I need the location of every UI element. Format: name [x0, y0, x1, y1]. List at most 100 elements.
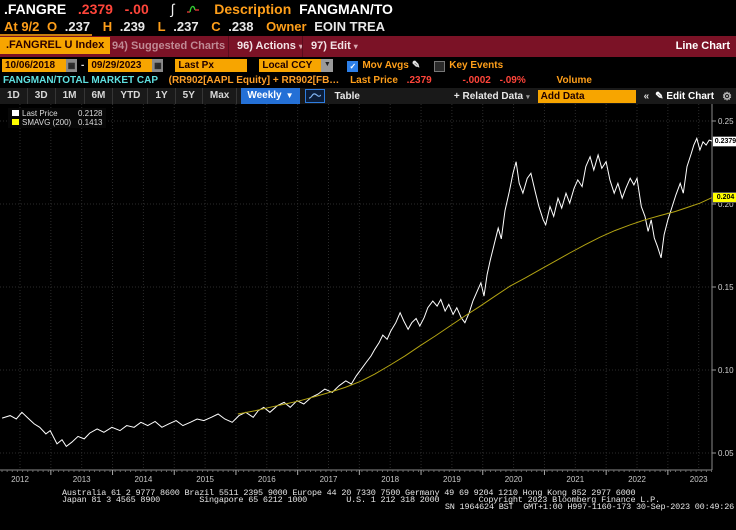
- svg-text:0.25: 0.25: [718, 117, 734, 126]
- date-from-input[interactable]: 10/06/2018: [2, 58, 66, 72]
- last-price-value: .2379: [406, 75, 432, 86]
- calendar-icon[interactable]: ▦: [152, 58, 164, 72]
- axis-badge-smavg: 0.204: [712, 192, 736, 204]
- change-pct-value: -.09%: [499, 75, 526, 86]
- ohlc-row: At 9/2 O .237 H .239 L .237 C .238 Owner…: [0, 18, 736, 35]
- at-time-underline: [0, 34, 92, 36]
- ticker-header-row: .FANGRE .2379 -.00 ∫ Description FANGMAN…: [0, 0, 736, 18]
- custom-index-formula[interactable]: (RR902[AAPL Equity] + RR902[FB…: [168, 75, 340, 86]
- plus-icon: +: [453, 90, 460, 102]
- mov-avgs-label[interactable]: Mov Avgs: [362, 59, 409, 71]
- legend-label: Last Price: [22, 109, 58, 118]
- volume-label[interactable]: Volume: [556, 75, 592, 86]
- actions-menu[interactable]: 96) Actions ▾: [228, 36, 311, 57]
- svg-text:2012: 2012: [11, 475, 29, 484]
- footer-session-line: SN 1964624 BST GMT+1:00 H997-1160-173 30…: [444, 502, 734, 512]
- edit-chart-button[interactable]: ✎ Edit Chart: [655, 90, 715, 102]
- svg-text:2013: 2013: [73, 475, 91, 484]
- chevron-down-icon: ▾: [353, 42, 358, 51]
- open-value: .237: [64, 19, 91, 34]
- calendar-icon[interactable]: ▦: [66, 58, 77, 72]
- pencil-icon[interactable]: ✎: [411, 59, 421, 71]
- key-events-label[interactable]: Key Events: [449, 59, 504, 71]
- legend-item-smavg[interactable]: SMAVG (200) 0.1413: [12, 118, 102, 127]
- tab-ytd[interactable]: YTD: [113, 88, 149, 104]
- low-label: L: [157, 19, 166, 34]
- svg-text:0.05: 0.05: [718, 449, 734, 458]
- price-change: -.00: [124, 1, 149, 17]
- svg-text:0.20: 0.20: [718, 200, 734, 209]
- legend-value: 0.1413: [78, 118, 103, 127]
- collapse-icon[interactable]: «: [643, 90, 650, 102]
- description-label: Description: [214, 1, 292, 17]
- terminal-footer: Australia 61 2 9777 8600 Brazil 5511 239…: [0, 487, 736, 530]
- chevron-down-icon: ▾: [526, 93, 530, 101]
- legend-swatch-yellow: [12, 119, 19, 125]
- date-to-input[interactable]: 09/29/2023: [88, 58, 153, 72]
- integral-icon[interactable]: ∫: [170, 1, 175, 17]
- close-label: C: [211, 19, 221, 34]
- svg-text:2016: 2016: [258, 475, 276, 484]
- legend-item-last-price[interactable]: Last Price 0.2128: [12, 109, 102, 118]
- chart-actions-cluster: + Related Data ▾ Add Data « ✎ Edit Chart …: [454, 88, 732, 104]
- tab-1y[interactable]: 1Y: [148, 88, 176, 104]
- security-title: FANGMAN/TOTAL MARKET CAP: [3, 75, 158, 86]
- tab-max[interactable]: Max: [203, 88, 238, 104]
- chart-style-icon[interactable]: [304, 89, 325, 103]
- high-label: H: [102, 19, 113, 34]
- axis-badge-last-price: 0.2379: [712, 136, 736, 148]
- change-value: -.0002: [462, 75, 491, 86]
- chart-legend: Last Price 0.2128 SMAVG (200) 0.1413: [8, 108, 107, 128]
- svg-text:2017: 2017: [320, 475, 338, 484]
- suggested-charts-menu[interactable]: 94) Suggested Charts: [112, 40, 226, 52]
- security-info-row: FANGMAN/TOTAL MARKET CAP (RR902[AAPL Equ…: [0, 73, 736, 88]
- mini-chart-icon[interactable]: [186, 0, 200, 18]
- edit-menu[interactable]: 97) Edit ▾: [302, 36, 366, 57]
- price-field-select[interactable]: Last Px: [175, 58, 248, 72]
- tab-1d[interactable]: 1D: [0, 88, 28, 104]
- chart-type-label: Line Chart: [675, 40, 730, 52]
- dropdown-arrow-icon[interactable]: ▼: [321, 58, 334, 72]
- chevron-down-icon: ▾: [298, 42, 303, 51]
- frequency-select[interactable]: Weekly ▼: [241, 88, 300, 104]
- open-label: O: [47, 19, 58, 34]
- related-data-button[interactable]: + Related Data ▾: [453, 90, 530, 102]
- svg-text:2019: 2019: [443, 475, 461, 484]
- tab-3d[interactable]: 3D: [28, 88, 56, 104]
- svg-text:2023: 2023: [690, 475, 708, 484]
- high-value: .239: [119, 19, 146, 34]
- footer-phones-line: Australia 61 2 9777 8600 Brazil 5511 239…: [62, 488, 636, 498]
- key-events-checkbox[interactable]: [434, 60, 446, 72]
- tab-5y[interactable]: 5Y: [176, 88, 203, 104]
- svg-text:0.15: 0.15: [718, 283, 734, 292]
- svg-text:2015: 2015: [196, 475, 214, 484]
- pencil-icon: ✎: [655, 90, 664, 102]
- date-range-separator: -: [81, 59, 85, 71]
- last-price-label: Last Price: [350, 75, 398, 86]
- svg-text:2020: 2020: [505, 475, 523, 484]
- table-button[interactable]: Table: [334, 90, 360, 102]
- mov-avgs-checkbox[interactable]: ✓: [347, 60, 359, 72]
- security-ticker-box[interactable]: .FANGREL U Index: [0, 37, 111, 54]
- chart-area: 0.25 0.20 0.15 0.10 0.05 2012 2013 2014 2015 2016…: [0, 104, 736, 487]
- ticker-symbol: .FANGRE: [4, 1, 67, 17]
- svg-text:2014: 2014: [135, 475, 153, 484]
- description-value: FANGMAN/TO: [299, 1, 393, 17]
- price-chart: 0.25 0.20 0.15 0.10 0.05 2012 2013 2014 2015 2016…: [0, 104, 734, 484]
- gear-icon[interactable]: ⚙: [722, 90, 732, 103]
- close-value: .238: [228, 19, 254, 34]
- footer-copyright-line: Japan 81 3 4565 8900 Singapore 65 6212 1…: [62, 495, 660, 505]
- legend-swatch-white: [12, 110, 19, 116]
- add-data-input[interactable]: Add Data: [537, 89, 636, 103]
- owner-value: EOIN TREA: [314, 19, 386, 34]
- low-value: .237: [173, 19, 199, 34]
- svg-text:0.10: 0.10: [718, 366, 734, 375]
- tab-1m[interactable]: 1M: [56, 88, 85, 104]
- svg-text:2022: 2022: [628, 475, 646, 484]
- svg-text:2018: 2018: [381, 475, 399, 484]
- tab-6m[interactable]: 6M: [85, 88, 114, 104]
- currency-select[interactable]: Local CCY: [259, 58, 322, 72]
- owner-label: Owner: [266, 19, 307, 34]
- dropdown-arrow-icon: ▼: [285, 91, 294, 100]
